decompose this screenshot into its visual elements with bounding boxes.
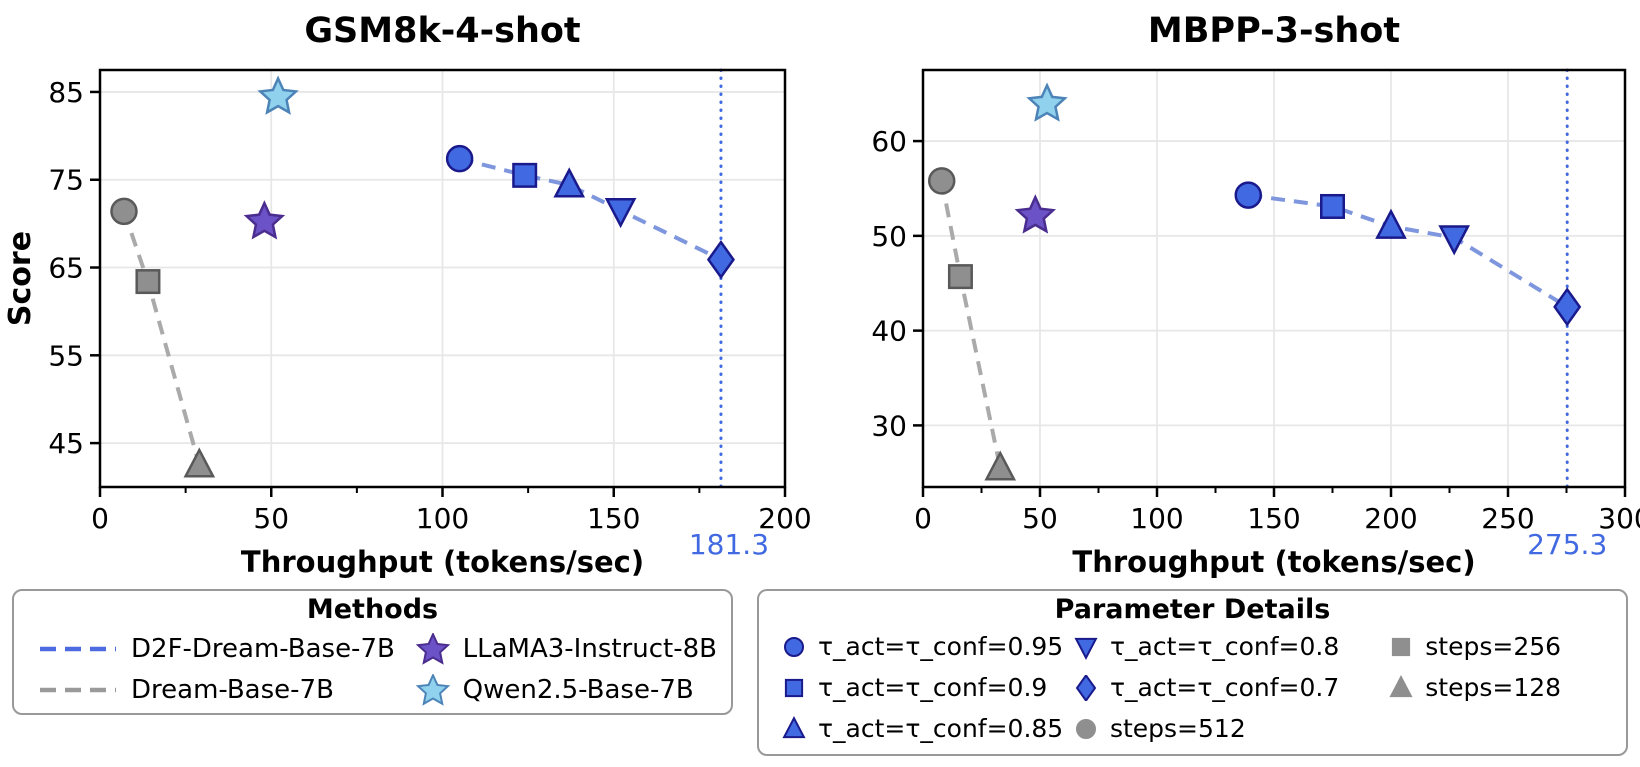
svg-text:0: 0	[914, 502, 932, 535]
purple-star-icon	[415, 632, 450, 665]
legend-item-tau-08: τ_act=τ_conf=0.8	[1073, 626, 1388, 667]
legend-item-tau-07: τ_act=τ_conf=0.7	[1073, 667, 1388, 708]
svg-text:65: 65	[48, 252, 84, 285]
svg-text:75: 75	[48, 164, 84, 197]
svg-text:250: 250	[1481, 502, 1534, 535]
legend-label: LLaMA3-Instruct-8B	[462, 633, 717, 664]
legend-item-qwen: Qwen2.5-Base-7B	[415, 669, 717, 710]
svg-text:45: 45	[48, 427, 84, 460]
legend-item-d2f-dream: D2F-Dream-Base-7B	[38, 628, 416, 669]
legend-label: Dream-Base-7B	[131, 674, 334, 705]
gray-circle-icon	[1075, 718, 1096, 739]
legend-label: τ_act=τ_conf=0.8	[1109, 632, 1340, 661]
blue-circle-icon	[784, 636, 804, 657]
svg-text:55: 55	[48, 339, 84, 372]
blue-diamond-icon	[1075, 674, 1097, 701]
legend-item-tau-09: τ_act=τ_conf=0.9	[781, 667, 1073, 708]
svg-text:40: 40	[871, 315, 907, 348]
methods-legend: Methods D2F-Dream-Base-7B LLaMA3-Instruc…	[12, 589, 733, 715]
svg-text:30: 30	[871, 409, 907, 442]
legend-item-tau-095: τ_act=τ_conf=0.95	[781, 626, 1073, 667]
svg-text:85: 85	[48, 76, 84, 109]
svg-text:150: 150	[587, 502, 640, 535]
blue-triangle-down-icon	[1074, 637, 1098, 660]
svg-text:200: 200	[1364, 502, 1417, 535]
legend-label: τ_act=τ_conf=0.85	[818, 714, 1064, 743]
svg-text:50: 50	[1022, 502, 1058, 535]
svg-text:60: 60	[871, 125, 907, 158]
legend-label: τ_act=τ_conf=0.9	[818, 673, 1048, 702]
svg-text:300: 300	[1598, 502, 1640, 535]
legend-item-llama3: LLaMA3-Instruct-8B	[415, 628, 717, 669]
legend-item-steps-512: steps=512	[1073, 708, 1388, 749]
legend-item-steps-128: steps=128	[1388, 667, 1616, 708]
svg-text:0: 0	[91, 502, 109, 535]
legend-label: Qwen2.5-Base-7B	[462, 674, 694, 705]
svg-text:275.3: 275.3	[1527, 528, 1607, 561]
parameter-details-legend: Parameter Details τ_act=τ_conf=0.95 τ_ac…	[757, 589, 1628, 756]
gsm8k-chart: 0 50 100 150 200 45 55 65 75 85 GSM8k-4-shot Throug…	[3, 11, 812, 579]
methods-legend-grid: D2F-Dream-Base-7B LLaMA3-Instruct-8B Dre…	[14, 626, 731, 710]
legend-label: steps=512	[1109, 714, 1246, 743]
methods-legend-title: Methods	[306, 594, 439, 625]
parameter-legend-title: Parameter Details	[1054, 594, 1331, 625]
gray-triangle-up-icon	[1389, 674, 1413, 697]
legend-item-tau-085: τ_act=τ_conf=0.85	[781, 708, 1073, 749]
svg-text:50: 50	[253, 502, 289, 535]
legend-empty-cell	[1388, 708, 1616, 749]
blue-square-icon	[784, 678, 804, 697]
legend-item-steps-256: steps=256	[1388, 626, 1616, 667]
svg-text:Throughput (tokens/sec): Throughput (tokens/sec)	[1072, 545, 1475, 579]
svg-text:100: 100	[1130, 502, 1183, 535]
parameter-legend-grid: τ_act=τ_conf=0.95 τ_act=τ_conf=0.8 steps…	[759, 626, 1626, 749]
blue-triangle-up-icon	[782, 715, 806, 738]
svg-text:100: 100	[416, 502, 469, 535]
legend-label: steps=128	[1425, 673, 1562, 702]
cyan-star-icon	[415, 673, 450, 706]
legend-label: steps=256	[1425, 632, 1562, 661]
svg-text:150: 150	[1247, 502, 1300, 535]
legend-label: τ_act=τ_conf=0.95	[818, 632, 1064, 661]
legend-label: τ_act=τ_conf=0.7	[1109, 673, 1340, 702]
svg-text:181.3: 181.3	[689, 528, 769, 561]
svg-text:Throughput (tokens/sec): Throughput (tokens/sec)	[241, 545, 644, 579]
legend-label: D2F-Dream-Base-7B	[131, 633, 395, 664]
mbpp-chart: 0 50 100 150 200 250 300 30 40 50 60 MBPP-3-shot Thr…	[871, 11, 1640, 579]
svg-text:GSM8k-4-shot: GSM8k-4-shot	[304, 11, 580, 51]
legend-item-dream-base: Dream-Base-7B	[38, 669, 416, 710]
gray-dashed-line-icon	[40, 687, 116, 692]
blue-dashed-line-icon	[40, 646, 116, 651]
svg-text:50: 50	[871, 220, 907, 253]
svg-text:Score: Score	[3, 231, 38, 326]
svg-text:MBPP-3-shot: MBPP-3-shot	[1148, 11, 1400, 51]
svg-text:200: 200	[758, 502, 811, 535]
gray-square-icon	[1392, 637, 1411, 656]
